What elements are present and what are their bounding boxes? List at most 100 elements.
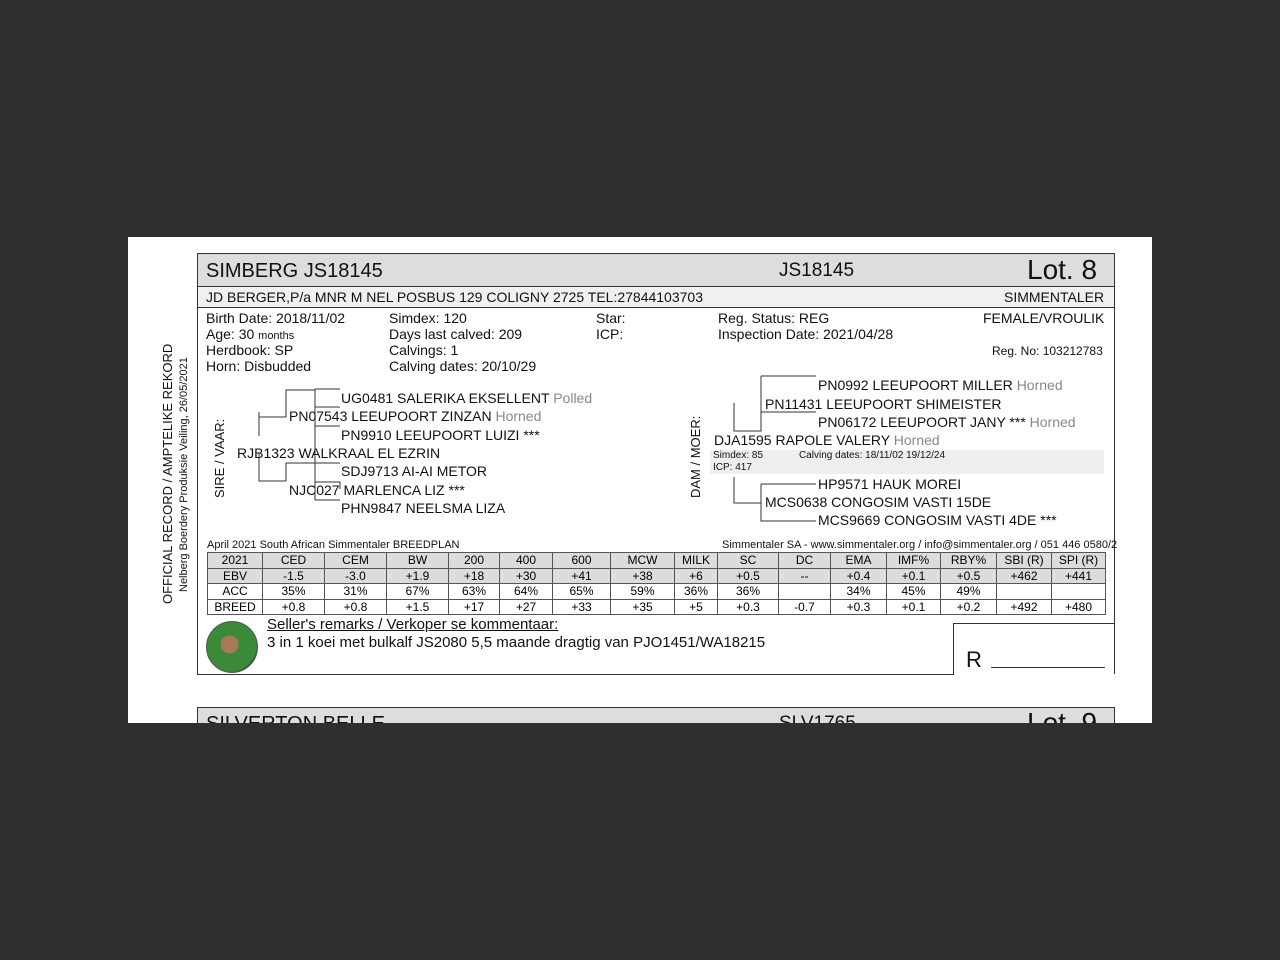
info: Inspection Date: 2021/04/28: [718, 326, 894, 342]
pedigree-name: RJB1323 WALKRAAL EL EZRIN: [237, 445, 441, 461]
table-cell: +30: [500, 568, 553, 584]
card-header: [197, 253, 1115, 287]
info: Age: 30: [206, 326, 255, 342]
info: Days last calved: 209: [389, 326, 523, 342]
pedigree-name: DJA1595 RAPOLE VALERY Horned: [714, 432, 940, 448]
next-card-header: [197, 707, 1115, 723]
table-cell: +0.4: [831, 568, 887, 584]
table-cell: +0.5: [718, 568, 779, 584]
table-header-cell: MILK: [675, 553, 718, 569]
table-cell: +27: [500, 599, 553, 615]
table-cell: EBV: [208, 568, 263, 584]
pedigree-name: PN11431 LEEUPOORT SHIMEISTER: [765, 396, 1002, 412]
lot-id: JS18145: [779, 260, 855, 281]
table-cell: 36%: [718, 584, 779, 600]
table-cell: +1.9: [387, 568, 449, 584]
table-cell: +0.8: [263, 599, 325, 615]
table-cell: 64%: [500, 584, 553, 600]
table-cell: [1052, 584, 1106, 600]
table-header-cell: 2021: [208, 553, 263, 569]
document: OFFICIAL RECORD / AMPTELIKE REKORD Nelbe…: [128, 237, 1152, 723]
table-cell: +0.2: [941, 599, 997, 615]
table-cell: +0.1: [887, 599, 941, 615]
pedigree-name: PN0992 LEEUPOORT MILLER Horned: [818, 377, 1063, 393]
owner-bar: [197, 287, 1115, 308]
name: PN06172 LEEUPOORT JANY ***: [818, 414, 1026, 430]
table-cell: [779, 584, 831, 600]
table-cell: 45%: [887, 584, 941, 600]
table-cell: -1.5: [263, 568, 325, 584]
price-box: [953, 623, 1115, 675]
info: Calving dates: 20/10/29: [389, 358, 537, 374]
table-cell: +17: [449, 599, 500, 615]
pedigree-name: MCS0638 CONGOSIM VASTI 15DE: [765, 494, 992, 510]
table-cell: 63%: [449, 584, 500, 600]
pedigree-name: PN07543 LEEUPOORT ZINZAN Horned: [289, 408, 541, 424]
info: Simdex: 120: [389, 310, 467, 326]
source: April 2021 South African Simmentaler BRE…: [207, 539, 460, 551]
table-cell: +5: [675, 599, 718, 615]
table-header-cell: 400: [500, 553, 553, 569]
info: Herdbook: SP: [206, 342, 294, 358]
table-header-cell: IMF%: [887, 553, 941, 569]
info: Birth Date: 2018/11/02: [206, 310, 346, 326]
info: Reg. Status: REG: [718, 310, 830, 326]
table-cell: +6: [675, 568, 718, 584]
table-header-cell: SBI (R): [997, 553, 1052, 569]
table-cell: [997, 584, 1052, 600]
table-cell: +0.5: [941, 568, 997, 584]
dam-info: ICP: 417: [713, 462, 752, 473]
table-header-cell: DC: [779, 553, 831, 569]
info: Reg. No: 103212783: [992, 344, 1103, 358]
table-cell: -3.0: [325, 568, 387, 584]
table-cell: +441: [1052, 568, 1106, 584]
note: Horned: [495, 408, 542, 424]
note: Polled: [553, 390, 593, 406]
price-label: R: [966, 647, 982, 672]
info: Horn: Disbudded: [206, 358, 312, 374]
lot-id: SLV1765: [779, 714, 856, 724]
note: Horned: [1029, 414, 1076, 430]
pedigree-name: UG0481 SALERIKA EKSELLENT Polled: [341, 390, 592, 406]
lot-name: SIMBERG JS18145: [206, 260, 383, 282]
table-cell: +18: [449, 568, 500, 584]
table-cell: +33: [553, 599, 611, 615]
table-cell: -0.7: [779, 599, 831, 615]
pedigree-name: PHN9847 NEELSMA LIZA: [341, 500, 506, 516]
table-cell: +480: [1052, 599, 1106, 615]
table-cell: 34%: [831, 584, 887, 600]
table-cell: +0.8: [325, 599, 387, 615]
table-cell: 67%: [387, 584, 449, 600]
note: Horned: [893, 432, 940, 448]
dam-info-box: [710, 450, 1104, 474]
table-header-cell: RBY%: [941, 553, 997, 569]
name: DJA1595 RAPOLE VALERY: [714, 432, 890, 448]
table-cell: +38: [611, 568, 675, 584]
pedigree-name: MCS9669 CONGOSIM VASTI 4DE ***: [818, 512, 1057, 528]
pedigree-lines: [258, 375, 816, 522]
table-header-cell: CEM: [325, 553, 387, 569]
table-cell: +462: [997, 568, 1052, 584]
table-cell: 36%: [675, 584, 718, 600]
dam-info: Calving dates: 18/11/02 19/12/24: [799, 450, 946, 461]
table-cell: 31%: [325, 584, 387, 600]
name: PN07543 LEEUPOORT ZINZAN: [289, 408, 492, 424]
breed: SIMMENTALER: [1004, 289, 1105, 305]
pedigree-name: PN9910 LEEUPOORT LUIZI ***: [341, 427, 540, 443]
table-cell: +0.3: [718, 599, 779, 615]
remarks-text: 3 in 1 koei met bulkalf JS2080 5,5 maand…: [267, 634, 766, 651]
info: Age: 30 months: [206, 326, 294, 344]
table-header-cell: CED: [263, 553, 325, 569]
table-cell: 59%: [611, 584, 675, 600]
lot-number: Lot. 8: [1027, 254, 1098, 285]
table-header-cell: MCW: [611, 553, 675, 569]
owner: JD BERGER,P/a MNR M NEL POSBUS 129 COLIG…: [206, 289, 703, 305]
lot-name: SILVERTON BELLE: [206, 714, 385, 723]
table-cell: +35: [611, 599, 675, 615]
table-cell: +0.1: [887, 568, 941, 584]
note: Horned: [1016, 377, 1063, 393]
info-unit: months: [258, 330, 295, 342]
table-header-cell: EMA: [831, 553, 887, 569]
table-header-cell: SC: [718, 553, 779, 569]
